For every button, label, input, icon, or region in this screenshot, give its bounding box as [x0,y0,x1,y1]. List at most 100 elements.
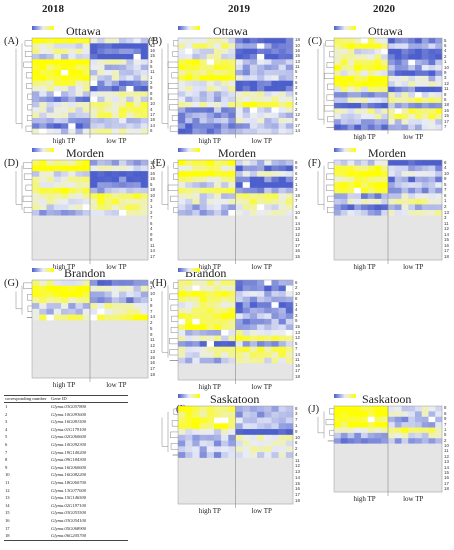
heatmap-cell [53,204,62,211]
heatmap-cell [257,204,265,211]
heatmap-cell [199,423,208,430]
heatmap-cell [340,102,348,109]
heatmap-cell [97,360,105,367]
heatmap-cell [428,232,436,239]
row-gene-number: 14 [150,314,155,320]
heatmap-cell [367,237,375,244]
heatmap-cell [264,291,272,297]
heatmap-cell [192,165,200,172]
heatmap-cell [192,64,200,71]
heatmap-cell [90,314,98,321]
heatmap-cell [235,198,243,205]
heatmap-cell [199,38,208,44]
heatmap-cell [199,64,208,71]
heatmap-cell [221,59,229,65]
heatmap-cell [199,193,208,200]
heatmap-cell [257,480,265,488]
heatmap-cell [249,411,258,418]
heatmap-cell [408,165,416,172]
heatmap-cell [415,243,423,250]
heatmap-cell [257,429,265,436]
heatmap-cell [46,54,55,60]
heatmap-cell [228,160,236,166]
heatmap-cell [235,86,243,92]
heatmap-cell [97,171,105,177]
heatmap-cell [340,438,348,444]
heatmap-cell [249,492,258,499]
heatmap-cell [435,193,443,200]
heatmap-cell [61,171,69,177]
heatmap-cell [401,204,409,211]
heatmap-cell [415,475,423,482]
panel-label: (G) [4,278,19,289]
heatmap-cell [32,232,40,239]
heatmap-cell [228,107,236,113]
heatmap-cell [257,492,265,499]
heatmap-cell [192,463,200,470]
row-gene-number: 14 [295,474,300,480]
heatmap-cell [213,440,222,447]
heatmap-cell [408,102,416,109]
row-gene-number: 7 [295,417,298,423]
heatmap-cell [213,280,222,286]
heatmap-cell [213,357,222,364]
heatmap-cell [249,440,258,447]
heatmap-cell [90,204,98,211]
heatmap-cell [334,182,342,189]
heatmap-cell [367,182,375,189]
heatmap-cell [235,112,243,119]
heatmap-cell [428,165,436,172]
heatmap-cell [367,70,375,77]
heatmap-cell [213,324,222,331]
row-gene-number: 10 [444,170,449,176]
heatmap-cell [257,357,265,364]
heatmap-cell [242,176,251,183]
heatmap-cell [53,243,62,250]
heatmap-cell [97,48,105,55]
heatmap-cell [228,417,236,424]
heatmap-cell [354,59,362,66]
heatmap-cell [285,75,294,81]
heatmap-cell [213,193,222,200]
gene-id: Glyma.19G140200 [51,449,87,455]
heatmap-cell [264,423,272,430]
gene-table-row: 11 Glyma.18G060700 [4,479,128,487]
heatmap-cell [178,302,186,309]
heatmap-cell [140,112,149,119]
heatmap-cell [111,59,120,65]
gene-table-row: 17 Glyma.05G068900 [4,525,128,533]
heatmap-cell [126,176,134,183]
heatmap-cell [361,86,369,93]
heatmap-cell [415,459,423,466]
heatmap-cell [185,221,193,227]
heatmap-cell [285,429,294,436]
heatmap-cell [61,128,69,135]
heatmap-cell [104,248,113,255]
heatmap-cell [185,48,193,55]
heatmap-cell [46,112,55,119]
heatmap-cell [278,112,287,119]
heatmap-cell [408,443,416,450]
heatmap-cell [104,204,113,211]
heatmap-cell [32,372,40,379]
heatmap-cell [249,446,258,453]
heatmap-cell [140,43,149,49]
heatmap-cell [381,438,389,444]
heatmap-cell [46,297,55,304]
heatmap-cell [133,372,142,379]
heatmap-cell [140,320,149,327]
heatmap-cell [221,123,229,129]
heatmap-cell [415,75,423,82]
heatmap-cell [340,411,348,418]
row-gene-number: 10 [150,192,155,198]
heatmap-cell [264,346,272,353]
heatmap-cell [206,374,215,381]
heatmap-cell [178,187,186,194]
heatmap-cell [178,118,186,124]
heatmap-cell [242,204,251,211]
heatmap-cell [271,193,279,200]
heatmap-cell [119,226,127,233]
heatmap-cell [53,59,62,65]
row-gene-number: 2 [295,446,298,452]
heatmap-cell [381,165,389,172]
